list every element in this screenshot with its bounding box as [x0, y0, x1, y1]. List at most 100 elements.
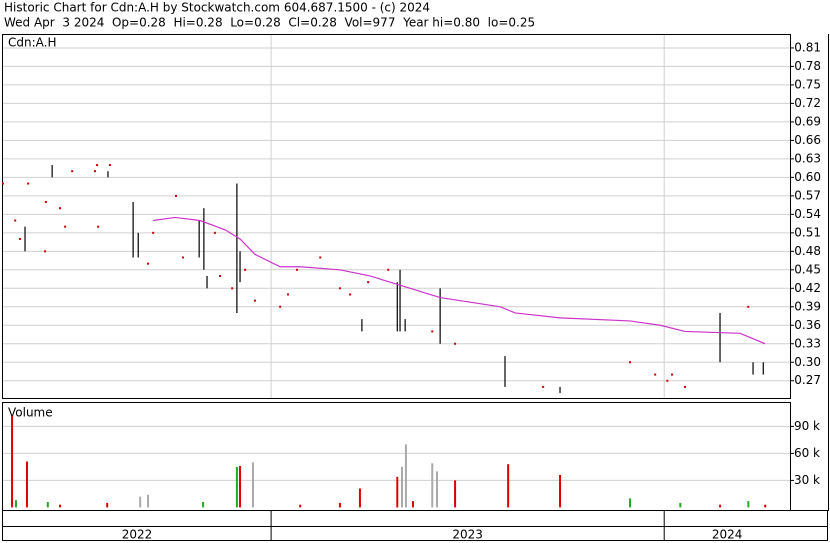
y-tick-label: 0.39: [794, 299, 821, 313]
price-dot: [244, 268, 247, 271]
y-tick-label: 0.42: [794, 281, 821, 295]
price-dot: [387, 268, 390, 271]
y-tick-label: 0.66: [794, 133, 821, 147]
volume-bar: [396, 476, 399, 508]
volume-bar: [14, 500, 17, 508]
price-dot: [654, 373, 657, 376]
volume-bar: [401, 466, 404, 508]
price-dot: [431, 330, 434, 333]
y-tick-label: 0.78: [794, 59, 821, 73]
volume-bar: [454, 480, 457, 508]
y-tick-label: 0.54: [794, 207, 821, 221]
y-tick-label: 0.60: [794, 170, 821, 184]
price-dot: [629, 361, 632, 364]
price-dot: [319, 256, 322, 259]
price-dot: [279, 305, 282, 308]
volume-bar: [59, 504, 62, 508]
y-tick-label: 90 k: [794, 419, 820, 433]
volume-bar: [629, 498, 632, 508]
price-dot: [671, 373, 674, 376]
price-dot: [27, 182, 30, 185]
price-dot: [71, 170, 74, 173]
y-tick-label: 0.63: [794, 151, 821, 165]
y-tick-label: 30 k: [794, 473, 820, 487]
y-tick-label: 0.36: [794, 318, 821, 332]
price-dot: [152, 231, 155, 234]
y-tick-label: 0.45: [794, 262, 821, 276]
volume-label: Volume: [8, 406, 53, 420]
price-dot: [231, 287, 234, 290]
y-tick-label: 0.33: [794, 336, 821, 350]
volume-bar: [239, 466, 242, 508]
volume-bar: [719, 504, 722, 508]
y-tick-label: 0.30: [794, 355, 821, 369]
price-dot: [44, 250, 47, 253]
volume-bar: [679, 502, 682, 508]
volume-bar: [559, 475, 562, 508]
x-tick-label: 2022: [122, 528, 153, 542]
price-dot: [64, 225, 67, 228]
y-tick-label: 0.27: [794, 373, 821, 387]
price-dot: [253, 299, 256, 302]
price-dot: [542, 385, 545, 388]
price-dot: [93, 170, 96, 173]
price-dot: [95, 164, 98, 167]
price-dot: [367, 281, 370, 284]
price-dot: [684, 385, 687, 388]
moving-average: [153, 216, 766, 345]
volume-bar: [202, 502, 205, 508]
volume-bar: [235, 466, 238, 508]
volume-bar: [412, 501, 415, 508]
price-dot: [338, 287, 341, 290]
price-dot: [747, 305, 750, 308]
price-panel: [2, 34, 791, 399]
x-tick-label: 2024: [712, 528, 743, 542]
y-tick-label: 0.57: [794, 188, 821, 202]
volume-bar: [507, 464, 510, 508]
price-dot: [174, 194, 177, 197]
y-tick-label: 0.51: [794, 225, 821, 239]
volume-bar: [299, 504, 302, 508]
y-tick-label: 0.69: [794, 114, 821, 128]
volume-bar: [252, 462, 255, 508]
price-dot: [287, 293, 290, 296]
volume-bar: [46, 502, 49, 508]
price-dot: [2, 182, 4, 185]
volume-bar: [764, 504, 767, 508]
y-tick-label: 60 k: [794, 446, 820, 460]
volume-bar: [747, 501, 750, 508]
price-dot: [59, 207, 62, 210]
volume-bar: [338, 502, 341, 508]
volume-bar: [25, 461, 28, 508]
price-dot: [182, 256, 185, 259]
price-dot: [218, 274, 221, 277]
price-dot: [666, 379, 669, 382]
price-dot: [108, 164, 111, 167]
y-tick-label: 0.72: [794, 96, 821, 110]
price-dot: [97, 225, 100, 228]
volume-bar: [431, 463, 434, 508]
y-tick-label: 0.81: [794, 40, 821, 54]
time-axis: [2, 510, 828, 541]
volume-bar: [11, 415, 14, 508]
volume-bar: [404, 444, 407, 508]
volume-bar: [435, 471, 438, 508]
price-dot: [213, 231, 216, 234]
symbol-label: Cdn:A.H: [8, 36, 56, 50]
volume-bar: [358, 488, 361, 508]
x-tick-label: 2023: [452, 528, 483, 542]
price-dot: [454, 342, 457, 345]
volume-bar: [106, 502, 109, 508]
price-dot: [147, 262, 150, 265]
price-dot: [14, 219, 17, 222]
price-dot: [18, 237, 21, 240]
price-dot: [349, 293, 352, 296]
price-dot: [296, 268, 299, 271]
volume-bar: [147, 494, 150, 508]
price-dot: [44, 201, 47, 204]
y-tick-label: 0.48: [794, 244, 821, 258]
header-line: Historic Chart for Cdn:A.H by Stockwatch…: [4, 1, 430, 15]
